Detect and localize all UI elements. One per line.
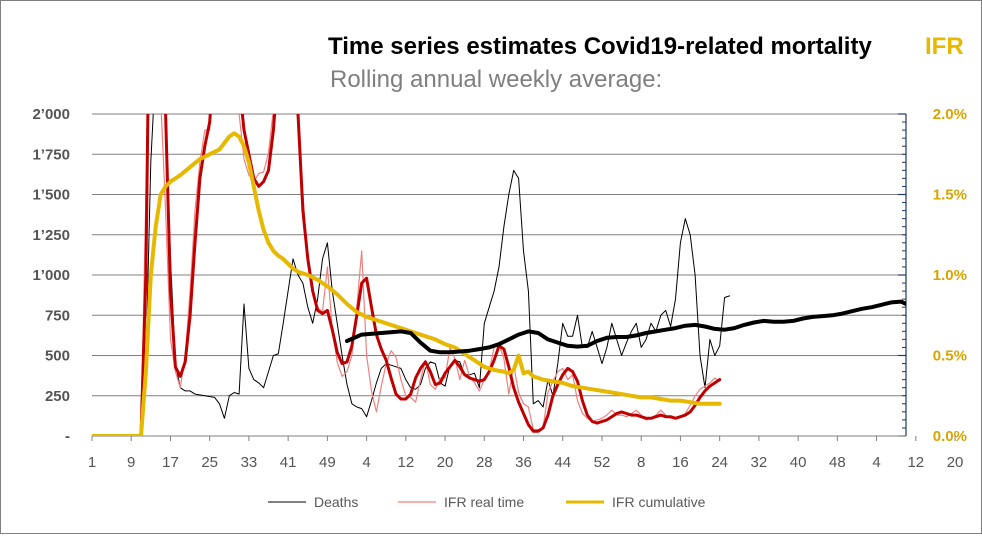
x-tick-label: 40 — [790, 454, 807, 471]
x-tick-label: 24 — [711, 454, 728, 471]
x-tick-label: 36 — [515, 454, 532, 471]
x-tick-label: 32 — [751, 454, 768, 471]
series-line-ifr-real-time — [92, 114, 721, 436]
y-right-tick-label: 1.0% — [933, 267, 967, 284]
y-left-tick-label: 1’250 — [32, 227, 70, 244]
y-left-tick-label: 1’000 — [32, 267, 70, 284]
y-left-tick-label: - — [65, 428, 70, 445]
y-right-tick-label: 0.0% — [933, 428, 967, 445]
x-tick-label: 16 — [672, 454, 689, 471]
x-tick-label: 17 — [162, 454, 179, 471]
x-tick-label: 49 — [319, 454, 336, 471]
x-tick-label: 12 — [397, 454, 414, 471]
series-line-ifr-cumulative — [92, 131, 722, 436]
x-tick-label: 25 — [201, 454, 218, 471]
series-line-ifr-real-time-smoothed — [92, 114, 722, 436]
y-right-tick-label: 2.0% — [933, 106, 967, 123]
chart-subtitle: Rolling annual weekly average: — [330, 66, 662, 93]
series-line-deaths — [92, 114, 730, 436]
y-left-tick-label: 1’500 — [32, 187, 70, 204]
y-right-tick-label: 1.5% — [933, 187, 967, 204]
y-axis-left: - 250 500 750 1’000 1’250 1’500 1’750 2’000 — [32, 106, 70, 445]
legend-label-ifr-cumulative: IFR cumulative — [612, 494, 706, 510]
x-tick-label: 4 — [362, 454, 370, 471]
y-left-tick-label: 1’750 — [32, 146, 70, 163]
x-tick-label: 52 — [594, 454, 611, 471]
x-tick-label: 41 — [280, 454, 297, 471]
y-left-tick-label: 2’000 — [32, 106, 70, 123]
y-left-tick-label: 250 — [45, 388, 70, 405]
legend-label-deaths: Deaths — [314, 494, 358, 510]
x-tick-label: 4 — [872, 454, 880, 471]
gridlines — [92, 113, 906, 397]
series-line-rolling-average — [345, 299, 906, 355]
x-axis: 1 9 17 25 33 41 49 4 12 20 28 36 44 52 8 16 24 32 40 48 4 12 2… — [88, 435, 964, 471]
x-tick-label: 28 — [476, 454, 493, 471]
x-tick-label: 48 — [829, 454, 846, 471]
x-tick-label: 8 — [637, 454, 645, 471]
y-left-tick-label: 750 — [45, 307, 70, 324]
chart-title-tag: IFR — [925, 33, 964, 60]
y-axis-right: 0.0% 0.5% 1.0% 1.5% 2.0% — [898, 106, 967, 445]
x-tick-label: 44 — [554, 454, 571, 471]
x-tick-label: 1 — [88, 454, 96, 471]
x-tick-label: 20 — [947, 454, 964, 471]
x-tick-label: 20 — [437, 454, 454, 471]
x-tick-label: 9 — [127, 454, 135, 471]
y-right-tick-label: 0.5% — [933, 348, 967, 365]
legend: Deaths IFR real time IFR cumulative — [268, 494, 706, 510]
legend-label-ifr-real-time: IFR real time — [444, 494, 524, 510]
y-left-tick-label: 500 — [45, 348, 70, 365]
chart-title: Time series estimates Covid19-related mo… — [328, 33, 872, 60]
x-tick-label: 12 — [907, 454, 924, 471]
x-tick-label: 33 — [241, 454, 258, 471]
plot-area — [92, 114, 906, 436]
